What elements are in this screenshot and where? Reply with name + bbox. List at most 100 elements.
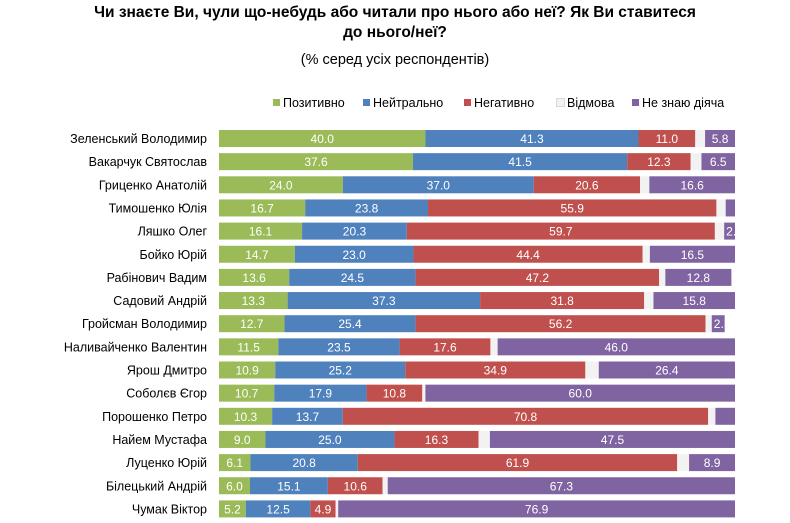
bar-segment [219, 315, 285, 333]
bar-segment [342, 407, 709, 425]
legend-swatch-neutral [363, 99, 370, 106]
data-label: 17.9 [309, 387, 333, 401]
bar-row: Соболєв Єгор 10.7 17.9 10.8 60.0 [126, 384, 735, 402]
category-label: Бойко Юрій [139, 248, 207, 262]
bar-segment [219, 176, 343, 194]
data-label: 70.8 [514, 410, 538, 424]
data-label: 14.7 [245, 248, 269, 262]
bar-segment [659, 268, 666, 286]
bar-segment [278, 338, 400, 356]
bar-segment [638, 130, 696, 147]
data-label: 31.8 [550, 294, 574, 308]
bar-segment [294, 245, 414, 263]
bar-segment [219, 292, 288, 310]
bar-segment [714, 222, 725, 240]
bar-segment [695, 130, 706, 147]
bar-row: Гриценко Анатолій 24.0 37.0 20.6 16.6 [99, 176, 735, 194]
bar-row: Гройсман Володимир 12.7 25.4 56.2 2.5 [82, 315, 725, 333]
bar-row: Ляшко Олег 16.1 20.3 59.7 2.1 [138, 222, 735, 240]
legend-label-negative: Негативно [474, 96, 535, 110]
bar-segment [342, 176, 534, 194]
bar-segment [415, 315, 706, 333]
bar-segment [478, 430, 490, 448]
data-label: 10.3 [234, 410, 258, 424]
data-label: 10.8 [383, 387, 407, 401]
bar-segment [490, 338, 498, 356]
bar-segment [425, 384, 735, 402]
bar-segment [219, 130, 426, 147]
bar-segment [335, 500, 339, 518]
bar-segment [690, 153, 702, 171]
bar-segment [413, 245, 643, 263]
bar-segment [394, 430, 479, 448]
data-label: 40.0 [311, 132, 335, 146]
category-label: Садовий Андрій [113, 294, 207, 308]
category-label: Луценко Юрій [126, 456, 207, 470]
bar-segment [250, 454, 358, 472]
bar-segment [649, 176, 735, 194]
bar-segment [653, 292, 735, 310]
category-label: Тимошенко Юлія [109, 201, 207, 215]
data-label: 16.1 [249, 225, 273, 239]
bar-segment [585, 361, 599, 379]
data-label: 25.0 [318, 433, 342, 447]
bar-segment [497, 338, 735, 356]
data-label: 12.5 [266, 502, 290, 516]
bar-segment [219, 153, 414, 171]
legend-item-positive: Позитивно [273, 96, 345, 110]
bar-segment [705, 315, 712, 333]
bar-segment [413, 153, 628, 171]
bar-segment [642, 245, 650, 263]
category-label: Наливайченко Валентин [64, 340, 207, 354]
data-label: 55.9 [561, 201, 585, 215]
data-label: 44.4 [516, 248, 540, 262]
bar-row: Білецький Андрій 6.0 15.1 10.6 67.3 [106, 477, 735, 495]
data-label: 4.9 [315, 502, 332, 516]
category-label: Гройсман Володимир [82, 317, 207, 331]
bar-segment [327, 477, 383, 495]
bar-segment [677, 454, 690, 472]
category-label: Соболєв Єгор [126, 387, 207, 401]
data-label: 37.0 [427, 178, 451, 192]
bar-segment [284, 315, 416, 333]
chart-title-line-2: до нього/неї? [343, 24, 447, 41]
data-label: 41.5 [508, 155, 532, 169]
data-label: 15.1 [277, 479, 301, 493]
bar-segment [716, 199, 726, 217]
data-label: 16.6 [680, 178, 704, 192]
bar-row: Найем Мустафа 9.0 25.0 16.3 47.5 [112, 430, 735, 448]
bar-segment [725, 199, 735, 217]
bar-segment [274, 384, 367, 402]
bar-segment [338, 500, 735, 518]
data-label: 26.4 [655, 364, 679, 378]
data-label: 10.9 [235, 364, 259, 378]
data-label: 23.0 [343, 248, 367, 262]
bar-segment [480, 292, 645, 310]
bar-segment [219, 454, 251, 472]
data-label: 6.0 [226, 479, 243, 493]
data-label: 13.6 [242, 271, 266, 285]
bar-segment [302, 222, 407, 240]
bar-segment [219, 268, 290, 286]
bar-segment [219, 384, 275, 402]
bar-segment [219, 245, 295, 263]
bar-segment [406, 222, 715, 240]
bar-segment [489, 430, 735, 448]
category-label: Гриценко Анатолій [99, 178, 207, 192]
bar-row: Бойко Юрій 14.7 23.0 44.4 16.5 [139, 245, 735, 263]
data-label: 17.6 [433, 340, 457, 354]
data-label: 60.0 [569, 387, 593, 401]
data-label: 12.8 [687, 271, 711, 285]
bar-segment [649, 245, 735, 263]
bar-segment [287, 292, 481, 310]
data-label: 76.9 [525, 502, 549, 516]
bar-row: Зеленський Володимир 40.0 41.3 11.0 5.8 [70, 130, 735, 147]
data-label: 13.7 [296, 410, 320, 424]
category-label: Порошенко Петро [102, 410, 207, 424]
bar-segment [275, 361, 406, 379]
data-label: 24.5 [341, 271, 365, 285]
category-label: Вакарчук Святослав [89, 155, 208, 169]
bar-row: Вакарчук Святослав 37.6 41.5 12.3 6.5 [89, 153, 735, 171]
data-label: 6.1 [226, 456, 243, 470]
